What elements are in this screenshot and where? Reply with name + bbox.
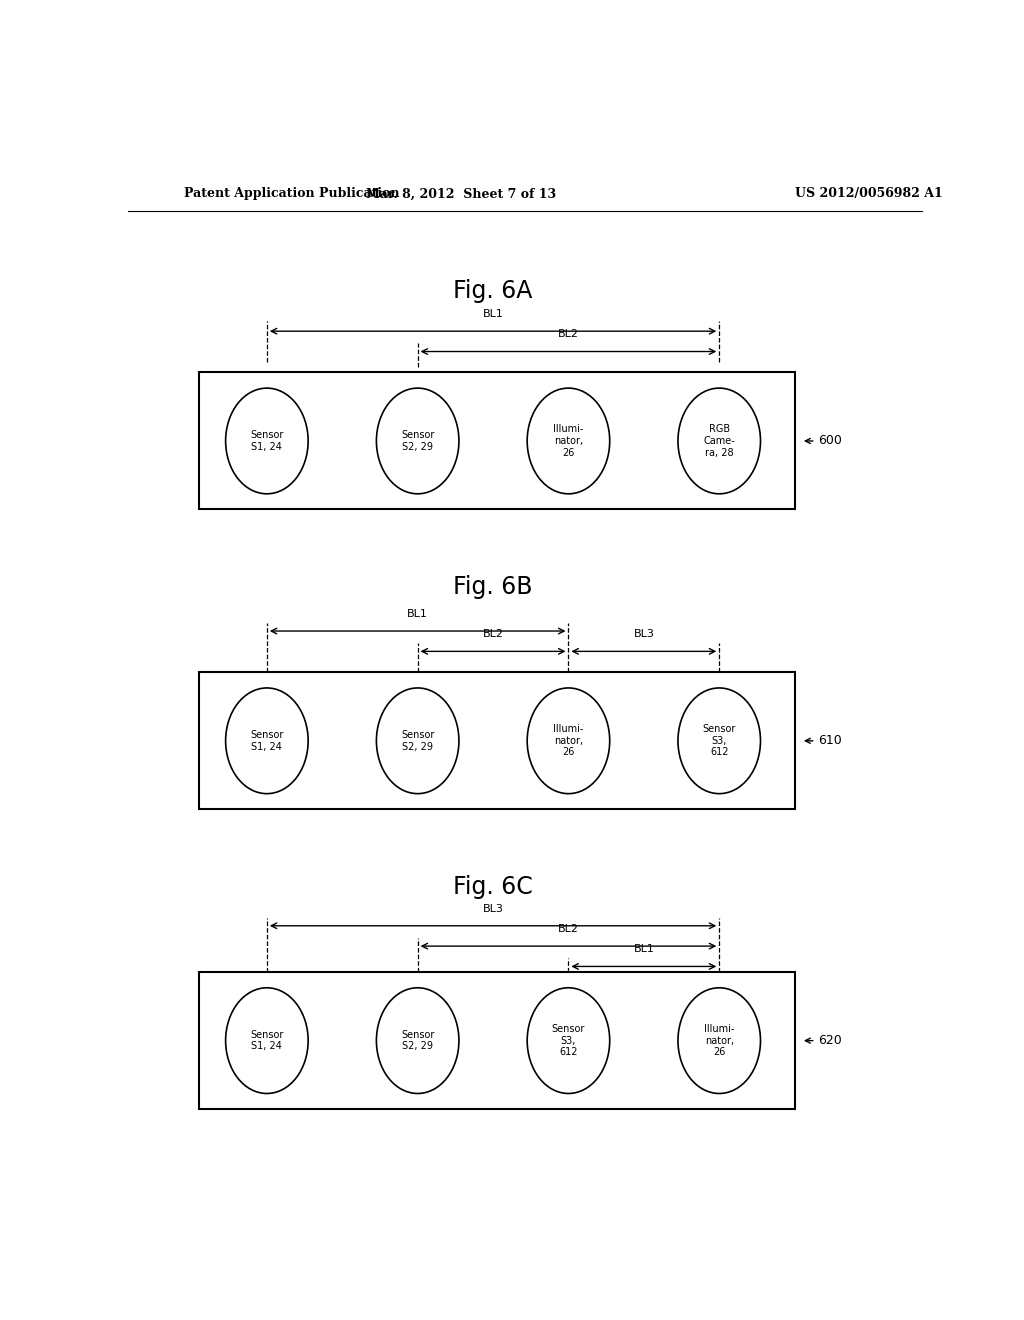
Circle shape [678,987,761,1093]
Text: 620: 620 [805,1034,842,1047]
Text: BL2: BL2 [482,630,504,639]
Text: Sensor
S2, 29: Sensor S2, 29 [401,430,434,451]
Text: RGB
Came-
ra, 28: RGB Came- ra, 28 [703,424,735,458]
Text: Sensor
S1, 24: Sensor S1, 24 [250,730,284,751]
Text: Mar. 8, 2012  Sheet 7 of 13: Mar. 8, 2012 Sheet 7 of 13 [367,187,556,201]
Circle shape [225,388,308,494]
Text: Patent Application Publication: Patent Application Publication [183,187,399,201]
Text: BL3: BL3 [482,904,504,913]
Text: 600: 600 [805,434,843,447]
Text: Sensor
S3,
612: Sensor S3, 612 [552,1024,585,1057]
Circle shape [377,987,459,1093]
Circle shape [527,388,609,494]
FancyBboxPatch shape [200,972,795,1109]
Text: Illumi-
nator,
26: Illumi- nator, 26 [553,424,584,458]
Text: BL1: BL1 [408,609,428,619]
Text: US 2012/0056982 A1: US 2012/0056982 A1 [795,187,942,201]
FancyBboxPatch shape [200,372,795,510]
Text: Sensor
S2, 29: Sensor S2, 29 [401,1030,434,1052]
FancyBboxPatch shape [200,672,795,809]
Text: Illumi-
nator,
26: Illumi- nator, 26 [705,1024,734,1057]
Text: BL2: BL2 [558,329,579,339]
Text: Sensor
S3,
612: Sensor S3, 612 [702,725,736,758]
Text: Illumi-
nator,
26: Illumi- nator, 26 [553,725,584,758]
Text: 610: 610 [805,734,842,747]
Text: Fig. 6A: Fig. 6A [454,279,532,302]
Circle shape [527,987,609,1093]
Circle shape [225,987,308,1093]
Text: Sensor
S1, 24: Sensor S1, 24 [250,430,284,451]
Text: Fig. 6B: Fig. 6B [454,576,532,599]
Text: BL1: BL1 [482,309,504,319]
Text: BL3: BL3 [634,630,654,639]
Text: Fig. 6C: Fig. 6C [454,875,532,899]
Circle shape [377,388,459,494]
Text: BL2: BL2 [558,924,579,935]
Circle shape [678,388,761,494]
Circle shape [377,688,459,793]
Circle shape [225,688,308,793]
Circle shape [527,688,609,793]
Text: Sensor
S2, 29: Sensor S2, 29 [401,730,434,751]
Circle shape [678,688,761,793]
Text: BL1: BL1 [634,944,654,954]
Text: Sensor
S1, 24: Sensor S1, 24 [250,1030,284,1052]
